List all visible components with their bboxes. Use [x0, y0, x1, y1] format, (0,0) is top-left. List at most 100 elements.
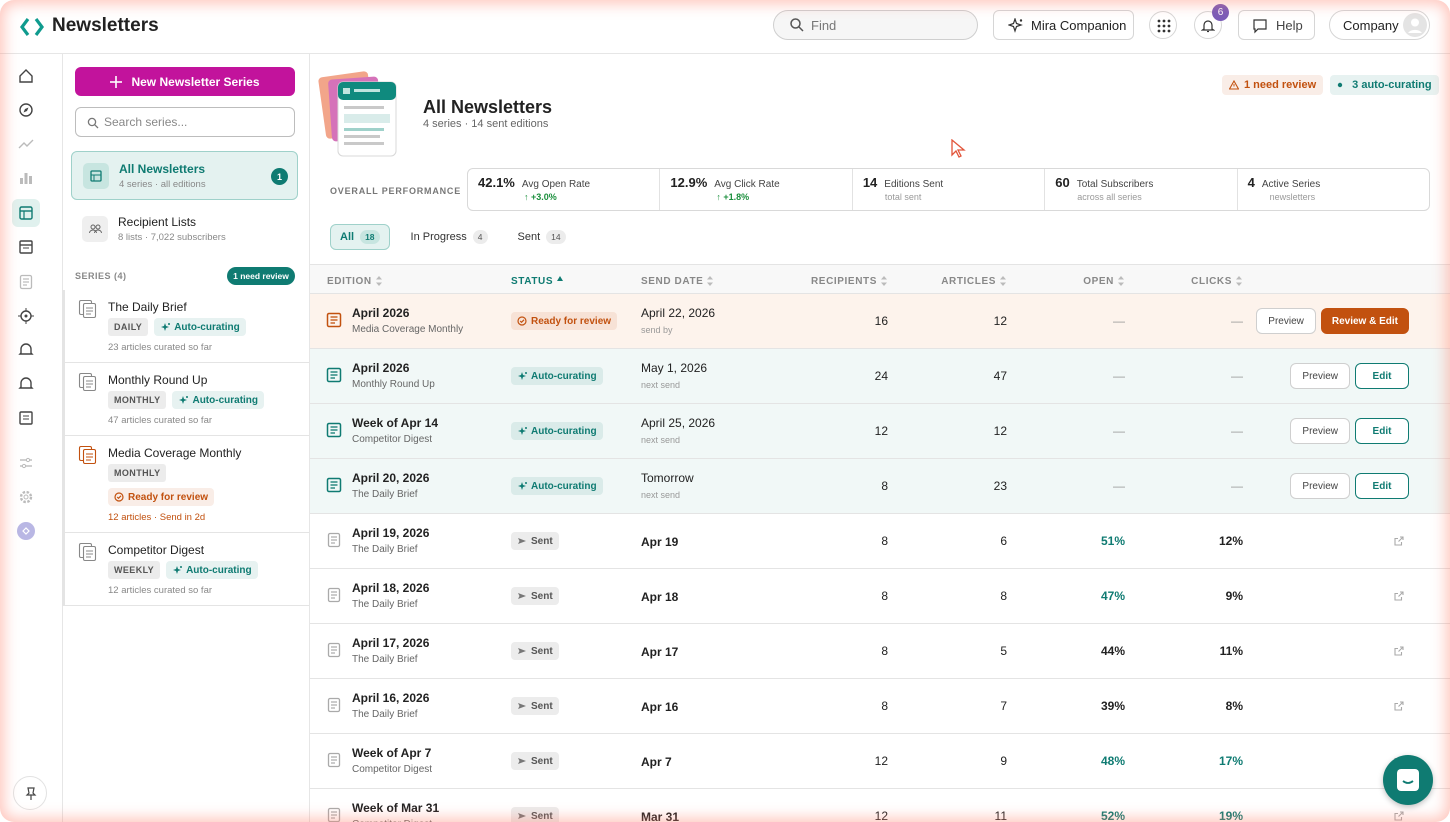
help-button[interactable]: Help [1238, 10, 1315, 40]
series-tags: DAILY Auto-curating [108, 318, 266, 336]
newsletters-illustration [318, 68, 402, 160]
recipients: 8 [881, 644, 888, 658]
icon-shape [326, 477, 342, 493]
notifications-button[interactable] [1194, 11, 1222, 39]
tab[interactable]: In Progress 4 [402, 224, 497, 250]
companion-button[interactable]: Mira Companion [993, 10, 1134, 40]
series-item[interactable]: Monthly Round Up MONTHLY Auto-curating 47 a… [65, 363, 309, 436]
nav-item[interactable]: Recipient Lists 8 lists · 7,022 subscribe… [71, 205, 298, 249]
rail-icon [18, 308, 34, 324]
series-item[interactable]: The Daily Brief DAILY Auto-curating 23 arti… [65, 290, 309, 363]
series-name: Media Coverage Monthly [108, 446, 242, 460]
status-text: Auto-curating [531, 370, 597, 382]
alert-pill[interactable]: 3 auto-curating [1330, 75, 1439, 95]
table-row[interactable]: April 2026 Media Coverage Monthly Ready fo… [310, 294, 1450, 349]
icon-shape [344, 135, 380, 138]
column-header[interactable]: EDITION [327, 275, 383, 287]
series-item[interactable]: Competitor Digest WEEKLY Auto-curating 12 a… [65, 533, 309, 606]
edition-icon [326, 367, 342, 383]
column-label: OPEN [1083, 275, 1114, 287]
action-button[interactable]: Review & Edit [1320, 308, 1409, 334]
icon-shape [518, 482, 526, 490]
status-badge: Auto-curating [511, 367, 603, 385]
stat-cell: 60 Total Subscribers across all series [1044, 169, 1236, 210]
table-row[interactable]: Week of Apr 7 Competitor Digest Sent Apr 7 1… [310, 734, 1450, 789]
performance-label: OVERALL PERFORMANCE [330, 186, 462, 196]
column-header[interactable]: CLICKS [1191, 275, 1243, 287]
chat-icon [1396, 768, 1420, 792]
status-badge: Sent [511, 697, 559, 715]
action-button[interactable]: Edit [1355, 418, 1409, 444]
alert-pill[interactable]: 1 need review [1222, 75, 1324, 95]
table-row[interactable]: April 20, 2026 The Daily Brief Auto-curati… [310, 459, 1450, 514]
icon-shape [17, 522, 35, 540]
icon-shape [87, 117, 97, 127]
status-text: Sent [531, 700, 553, 712]
action-button[interactable]: Preview [1290, 418, 1350, 444]
column-header[interactable]: SEND DATE [641, 275, 714, 287]
icon-shape [161, 323, 170, 331]
open: — [1113, 369, 1125, 383]
company-button[interactable]: Company [1329, 10, 1430, 40]
status-pill: Auto-curating [166, 561, 258, 579]
icon-shape [525, 482, 527, 484]
apps-icon [1157, 19, 1171, 33]
clicks: 11% [1219, 644, 1243, 658]
action-button[interactable]: Preview [1256, 308, 1316, 334]
table-row[interactable]: April 16, 2026 The Daily Brief Sent Apr 16 8… [310, 679, 1450, 734]
column-label: STATUS [511, 275, 554, 287]
rail-icon [18, 239, 34, 255]
action-button[interactable]: Preview [1290, 473, 1350, 499]
action-button[interactable]: Preview [1290, 363, 1350, 389]
edition-title: April 2026 [352, 361, 410, 375]
row-actions: Preview Review & Edit [1256, 308, 1409, 334]
edition-title: April 16, 2026 [352, 691, 430, 705]
bell-icon [1200, 18, 1216, 33]
new-series-button[interactable]: New Newsletter Series [75, 67, 295, 96]
table-row[interactable]: April 18, 2026 The Daily Brief Sent Apr 18 8… [310, 569, 1450, 624]
tab[interactable]: Sent 14 [509, 224, 575, 250]
icon-shape [78, 542, 97, 562]
column-label: EDITION [327, 275, 372, 287]
icon-shape [1403, 13, 1427, 37]
icon-shape [25, 787, 37, 800]
clicks: — [1231, 424, 1243, 438]
icon-shape [114, 492, 124, 502]
action-button[interactable]: Edit [1355, 363, 1409, 389]
table-row[interactable]: Week of Apr 14 Competitor Digest Auto-cura… [310, 404, 1450, 459]
tab[interactable]: All 18 [330, 224, 390, 250]
icon-shape [1394, 701, 1404, 711]
send-note: next send [641, 490, 681, 500]
search-box[interactable]: Find [773, 10, 978, 40]
icon-shape [90, 170, 102, 182]
apps-button[interactable] [1149, 11, 1177, 39]
recipients: 16 [874, 314, 888, 328]
icon-shape [790, 18, 804, 32]
column-header[interactable]: OPEN [1083, 275, 1125, 287]
table-row[interactable]: April 2026 Monthly Round Up Auto-curating M… [310, 349, 1450, 404]
column-header[interactable]: RECIPIENTS [811, 275, 888, 287]
icon-shape [518, 482, 527, 490]
pin-button[interactable] [13, 776, 47, 810]
icon-shape [1394, 646, 1404, 656]
chat-button[interactable] [1383, 755, 1433, 805]
column-header[interactable]: ARTICLES [941, 275, 1007, 287]
icon-shape [517, 316, 527, 326]
column-header[interactable]: STATUS [511, 275, 564, 287]
clicks: 9% [1225, 589, 1243, 603]
icon-shape [327, 807, 341, 822]
stat-value: 42.1% [478, 175, 515, 190]
icon-shape [1394, 811, 1404, 821]
table-row[interactable]: Week of Mar 31 Competitor Digest Sent Mar 3… [310, 789, 1450, 822]
nav-item[interactable]: All Newsletters 4 series · all editions 1 [71, 151, 298, 200]
series-item[interactable]: Media Coverage Monthly MONTHLY Ready for r… [65, 436, 309, 533]
clicks: 8% [1225, 699, 1243, 713]
table-row[interactable]: April 17, 2026 The Daily Brief Sent Apr 17 8… [310, 624, 1450, 679]
recipients: 8 [881, 534, 888, 548]
table-row[interactable]: April 19, 2026 The Daily Brief Sent Apr 19 8… [310, 514, 1450, 569]
icon-shape [344, 142, 384, 145]
action-button[interactable]: Edit [1355, 473, 1409, 499]
series-search[interactable]: Search series... [75, 107, 295, 137]
status-pill: Auto-curating [172, 391, 265, 409]
